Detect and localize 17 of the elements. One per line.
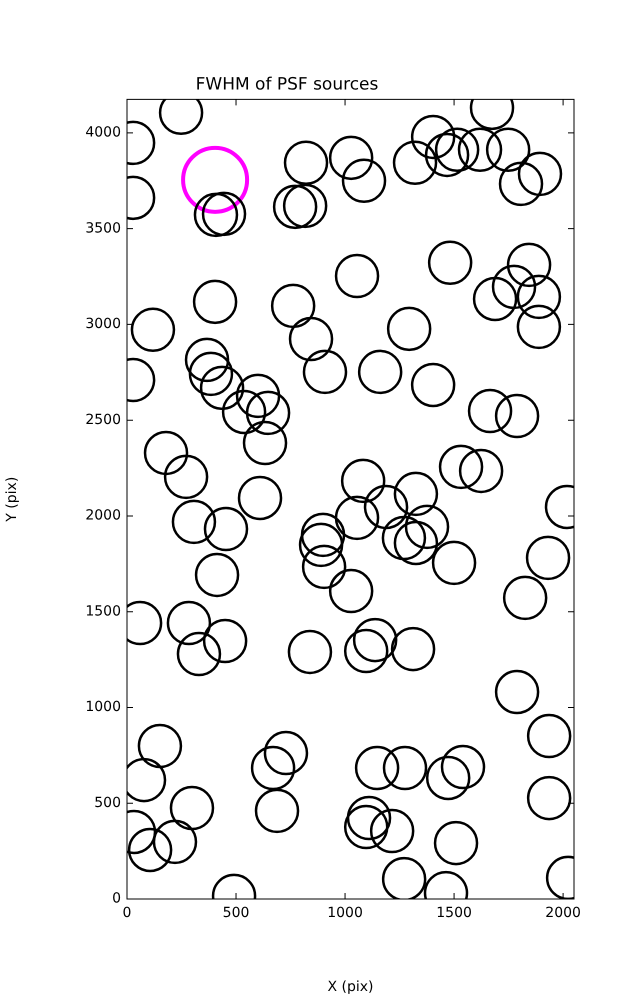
y-tick-label: 4000 <box>85 124 121 141</box>
y-tick-label: 500 <box>94 794 121 811</box>
x-tick-label: 500 <box>222 905 250 922</box>
x-tick-label: 2000 <box>545 905 581 922</box>
y-tick-label: 2500 <box>85 412 121 428</box>
y-tick-label: 0 <box>112 890 121 907</box>
y-tick-label: 3000 <box>85 316 121 332</box>
x-tick-label: 1000 <box>327 905 363 922</box>
y-tick-label: 1500 <box>85 603 121 620</box>
x-tick-label: 0 <box>122 905 132 922</box>
x-axis-title: X (pix) <box>327 979 374 996</box>
y-tick-label: 2000 <box>85 508 121 524</box>
x-tick-label: 1500 <box>436 905 472 922</box>
y-tick-label: 3500 <box>85 220 121 236</box>
y-axis-title: Y (pix) <box>4 476 20 523</box>
y-tick-label: 1000 <box>85 699 121 716</box>
chart-title: FWHM of PSF sources <box>196 74 379 95</box>
